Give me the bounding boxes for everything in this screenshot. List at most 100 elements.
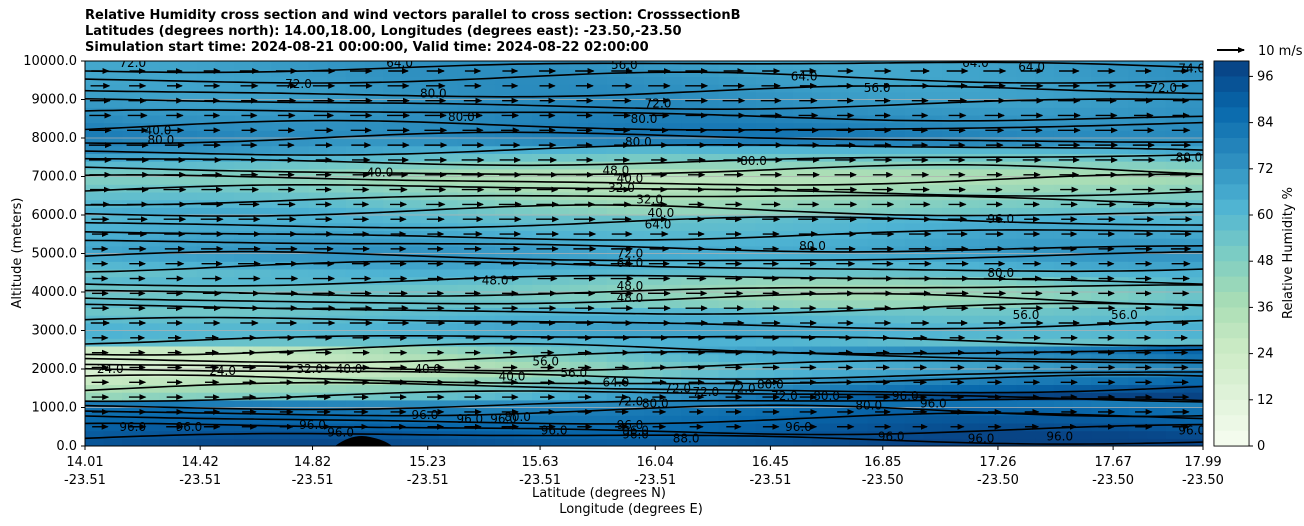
- humidity-cell: [513, 68, 533, 77]
- humidity-cell: [569, 322, 589, 332]
- humidity-cell: [588, 215, 608, 224]
- humidity-cell: [401, 407, 421, 416]
- humidity-cell: [122, 276, 142, 285]
- humidity-cell: [532, 384, 552, 393]
- humidity-cell: [1035, 184, 1055, 193]
- humidity-cell: [942, 84, 962, 93]
- humidity-cell: [383, 369, 403, 378]
- contour-label: 24.0: [209, 364, 236, 378]
- humidity-cell: [830, 315, 850, 324]
- humidity-cell: [1091, 292, 1111, 301]
- humidity-cell: [364, 84, 384, 93]
- humidity-cell: [345, 361, 366, 370]
- humidity-cell: [644, 107, 664, 116]
- humidity-cell: [122, 284, 142, 293]
- humidity-cell: [1035, 415, 1055, 424]
- humidity-cell: [755, 114, 776, 124]
- humidity-cell: [588, 145, 608, 154]
- humidity-cell: [345, 299, 366, 308]
- humidity-cell: [122, 153, 142, 162]
- humidity-cell: [401, 345, 421, 355]
- humidity-cell: [103, 307, 123, 316]
- contour-line: [85, 131, 1203, 145]
- humidity-cell: [252, 114, 272, 124]
- humidity-cell: [271, 353, 291, 362]
- humidity-cell: [737, 315, 757, 324]
- humidity-cell: [662, 399, 682, 409]
- humidity-cell: [662, 338, 682, 347]
- humidity-cell: [793, 438, 813, 446]
- humidity-cell: [234, 384, 254, 393]
- humidity-cell: [308, 330, 328, 339]
- humidity-cell: [904, 392, 925, 401]
- humidity-cell: [420, 161, 440, 170]
- humidity-cell: [271, 68, 291, 77]
- humidity-cell: [755, 330, 776, 339]
- humidity-cell: [588, 399, 608, 409]
- humidity-cell: [1072, 130, 1092, 139]
- humidity-cell: [998, 122, 1018, 131]
- humidity-cell: [1165, 330, 1185, 339]
- humidity-cell: [606, 315, 626, 324]
- humidity-cell: [439, 399, 459, 409]
- humidity-cell: [401, 330, 421, 339]
- humidity-cell: [1035, 353, 1055, 362]
- humidity-cell: [625, 215, 645, 224]
- humidity-cell: [923, 322, 943, 332]
- humidity-cell: [122, 61, 142, 70]
- humidity-cell: [457, 138, 477, 147]
- humidity-cell: [513, 76, 533, 85]
- humidity-cell: [1165, 376, 1185, 385]
- humidity-cell: [1091, 261, 1111, 270]
- contour-line: [85, 184, 1203, 197]
- humidity-cell: [85, 84, 105, 93]
- contour-label: 72.0: [729, 381, 756, 395]
- humidity-cell: [345, 376, 366, 385]
- humidity-cell: [1091, 338, 1111, 347]
- humidity-cell: [1091, 91, 1111, 101]
- humidity-cell: [718, 353, 738, 362]
- humidity-cell: [681, 345, 701, 355]
- humidity-cell: [271, 338, 291, 347]
- humidity-cell: [140, 230, 161, 239]
- x-tick-label-lon: -23.50: [862, 473, 904, 488]
- humidity-cell: [1053, 438, 1074, 446]
- humidity-cell: [979, 107, 999, 116]
- humidity-cell: [569, 415, 589, 424]
- humidity-cell: [960, 284, 980, 293]
- humidity-cell: [1035, 215, 1055, 224]
- humidity-cell: [1184, 392, 1203, 401]
- humidity-cell: [830, 68, 850, 77]
- humidity-cell: [215, 369, 235, 378]
- humidity-cell: [178, 130, 198, 139]
- humidity-cell: [830, 184, 850, 193]
- humidity-cell: [345, 307, 366, 316]
- humidity-cell: [867, 292, 887, 301]
- humidity-cell: [1147, 376, 1167, 385]
- y-tick-label: 9000.0: [32, 93, 78, 108]
- humidity-cell: [998, 176, 1018, 185]
- humidity-cell: [383, 145, 403, 154]
- humidity-cell: [457, 330, 477, 339]
- humidity-cell: [1072, 215, 1092, 224]
- humidity-cell: [439, 230, 459, 239]
- colorbar-band: [1214, 91, 1249, 108]
- humidity-cell: [830, 261, 850, 270]
- humidity-cell: [1128, 392, 1148, 401]
- humidity-cell: [178, 245, 198, 255]
- humidity-cell: [569, 315, 589, 324]
- humidity-cell: [420, 253, 440, 262]
- humidity-cell: [289, 191, 310, 201]
- humidity-cell: [1109, 415, 1130, 424]
- humidity-cell: [364, 276, 384, 285]
- humidity-cell: [644, 438, 664, 446]
- humidity-cell: [513, 345, 533, 355]
- humidity-cell: [681, 207, 701, 216]
- humidity-cell: [196, 415, 217, 424]
- humidity-cell: [960, 145, 980, 154]
- humidity-cell: [550, 76, 571, 85]
- humidity-cell: [606, 338, 626, 347]
- humidity-cell: [755, 99, 776, 108]
- humidity-cell: [178, 369, 198, 378]
- contour-label: 80.0: [420, 87, 447, 101]
